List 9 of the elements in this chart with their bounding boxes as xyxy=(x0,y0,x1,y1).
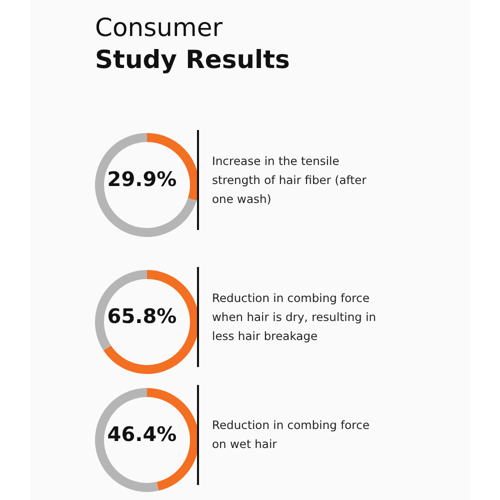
text: Reduction in combing force on wet hair xyxy=(212,417,371,453)
chart-title: Consumer Study Results xyxy=(95,12,290,76)
text: 65.8% xyxy=(107,304,177,328)
text: 46.4% xyxy=(107,422,177,446)
text: 29.9% xyxy=(107,167,177,191)
text: Reduction in combing force when hair is dry, resulting in less hair breakage xyxy=(212,290,378,344)
text: Increase in the tensile strength of hair fiber (after one wash) xyxy=(212,152,368,208)
donut-slice xyxy=(103,270,199,374)
donut-slice xyxy=(95,133,197,237)
